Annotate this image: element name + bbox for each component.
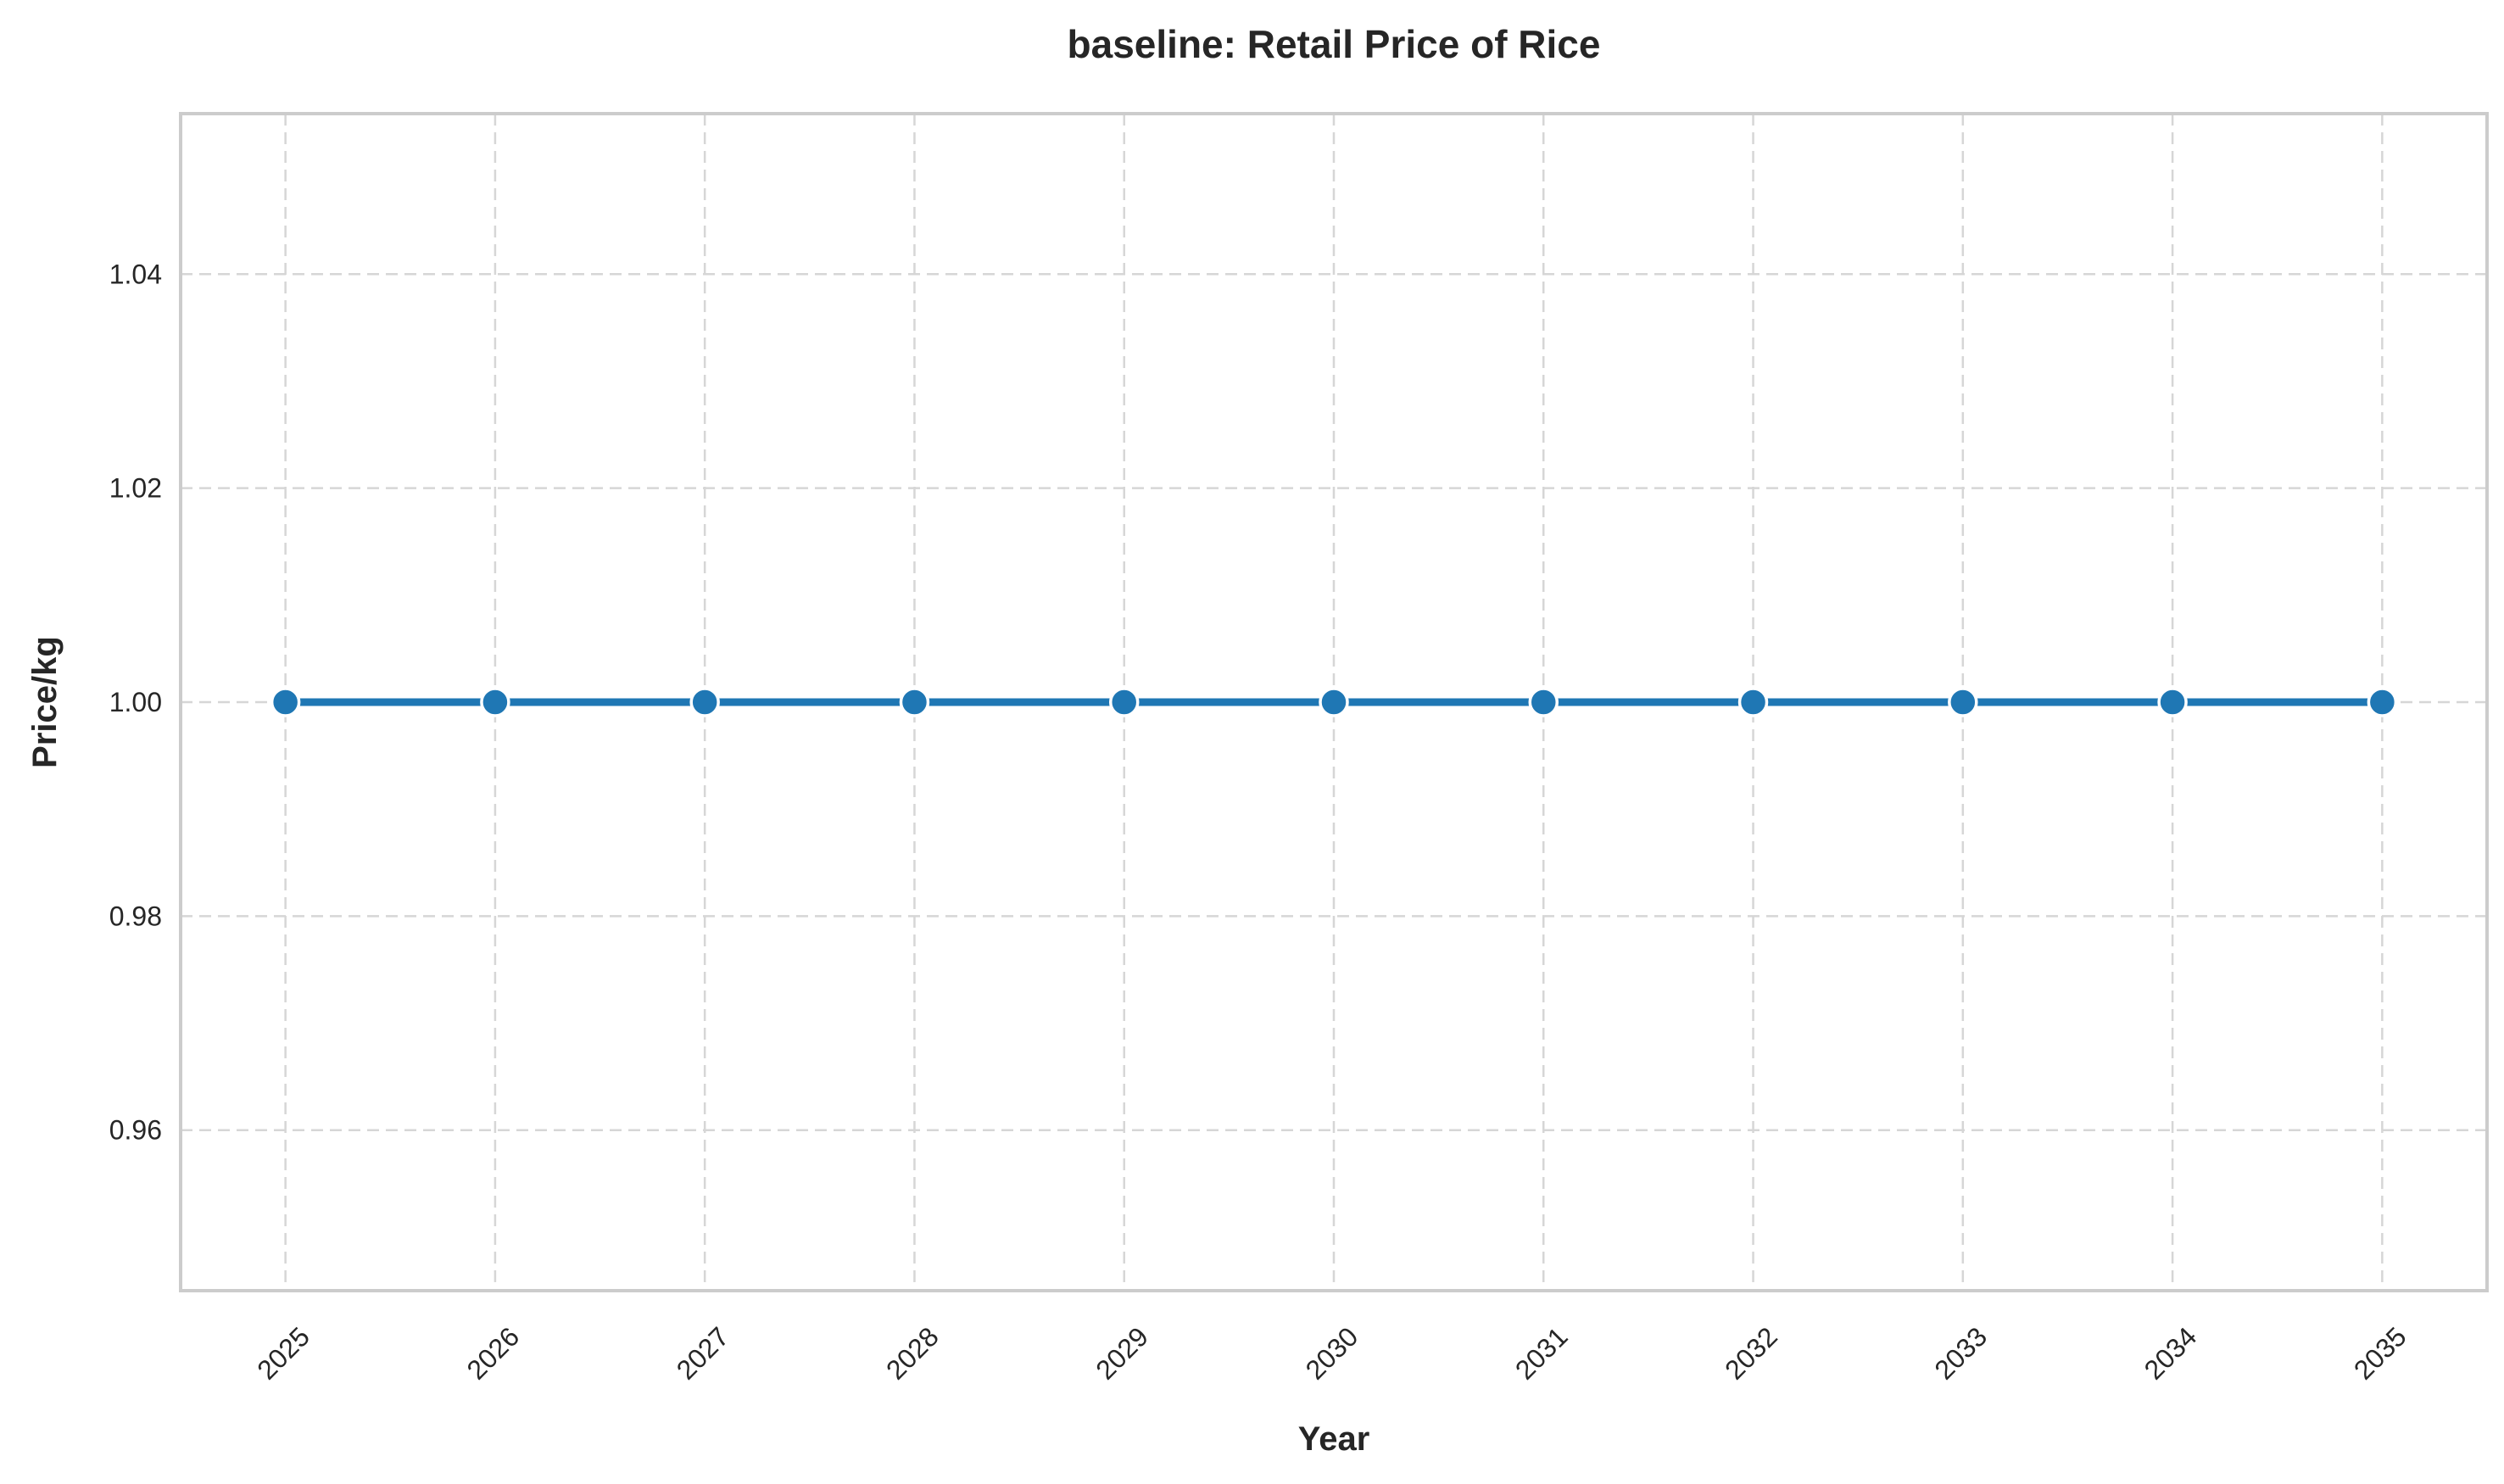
y-axis-label: Price/kg (26, 636, 64, 768)
x-tick-label: 2034 (2139, 1321, 2203, 1386)
data-point (1737, 687, 1769, 717)
x-tick-label: 2029 (1090, 1321, 1154, 1386)
x-tick-label: 2035 (2348, 1321, 2412, 1386)
data-point (1948, 687, 1978, 717)
data-point (270, 687, 301, 717)
y-tick-label: 1.00 (109, 687, 162, 717)
x-tick-label: 2025 (251, 1321, 315, 1386)
x-tick-label: 2032 (1719, 1321, 1783, 1386)
x-tick-label: 2028 (880, 1321, 945, 1386)
data-point (689, 687, 720, 717)
series-lines (270, 687, 2398, 717)
y-tick-labels: 0.96 0.98 1.00 1.02 1.04 (109, 259, 162, 1145)
data-point (1108, 687, 1140, 717)
y-tick-label: 0.96 (109, 1115, 162, 1146)
y-tick-label: 1.02 (109, 473, 162, 504)
x-axis-label: Year (1298, 1420, 1370, 1458)
data-point (1528, 687, 1559, 717)
data-point (2157, 687, 2188, 717)
data-point (480, 687, 510, 717)
data-point (899, 687, 930, 717)
x-tick-labels: 2025 2026 2027 2028 2029 2030 2031 2032 2033 2034… (251, 1321, 2412, 1386)
chart-title: baseline: Retail Price of Rice (1068, 22, 1601, 66)
x-tick-label: 2033 (1928, 1321, 1993, 1386)
y-tick-label: 1.04 (109, 259, 162, 289)
x-tick-label: 2031 (1509, 1321, 1574, 1386)
x-tick-label: 2027 (671, 1321, 735, 1386)
plot-frame (179, 112, 2489, 1292)
x-tick-label: 2030 (1300, 1321, 1364, 1386)
data-point (1319, 687, 1349, 717)
y-tick-label: 0.98 (109, 901, 162, 931)
data-point (2367, 687, 2398, 717)
x-tick-label: 2026 (460, 1321, 525, 1386)
